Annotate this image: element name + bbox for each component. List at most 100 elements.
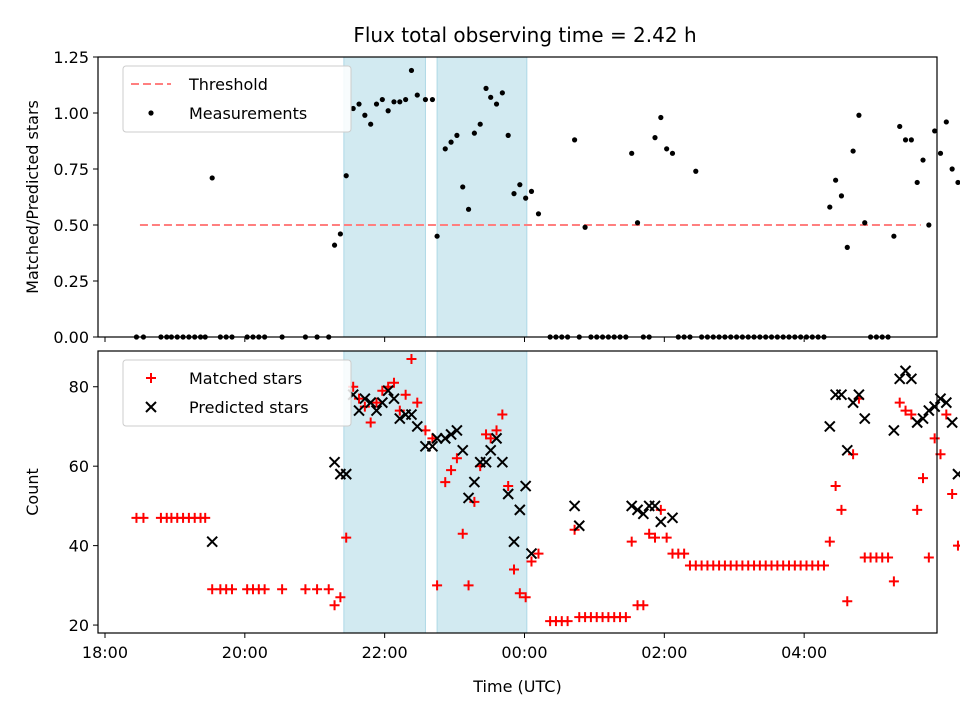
legend-box (122, 65, 352, 133)
predicted-star-point (388, 392, 400, 405)
matched-star-point (412, 397, 423, 408)
matched-star-point (650, 532, 661, 543)
measurement-point (505, 132, 511, 138)
matched-star-point (912, 504, 923, 515)
x-tick-label: 20:00 (222, 643, 268, 662)
measurement-point (838, 193, 845, 199)
measurement-point (693, 168, 699, 174)
legend-label: Predicted stars (189, 398, 309, 417)
predicted-star-point (411, 420, 423, 433)
matched-star-point (394, 405, 405, 416)
predicted-star-point (468, 476, 481, 488)
matched-star-point (400, 389, 411, 400)
measurement-point (862, 220, 868, 226)
measurement-point (414, 92, 420, 98)
predicted-star-point (568, 500, 581, 512)
x-tick-label: 18:00 (82, 643, 128, 662)
measurement-point (356, 101, 362, 107)
matched-star-point (620, 612, 631, 623)
predicted-star-point (666, 512, 679, 524)
predicted-star-point (480, 456, 492, 468)
measurement-point (897, 123, 903, 130)
matched-star-point (341, 532, 352, 543)
matched-star-point (469, 496, 480, 507)
top-panel: 0.00 0.25 0.50 0.75 1.00 1.25 Matched/Predicte… (23, 48, 960, 347)
matched-star-point (526, 556, 537, 567)
y-tick-label: 1.00 (53, 104, 89, 123)
matched-star-point (900, 405, 911, 416)
measurement-point (442, 146, 448, 152)
predicted-star-point (928, 400, 941, 413)
measurement-point (471, 130, 477, 136)
matched-star-point (952, 540, 960, 551)
predicted-star-point (508, 535, 520, 548)
measurement-point (448, 139, 454, 145)
measurement-point (499, 90, 505, 96)
matched-star-point (440, 477, 451, 488)
predicted-star-point (328, 456, 341, 468)
x-tick-label: 00:00 (501, 643, 547, 662)
matched-star-point (883, 552, 894, 563)
measurement-point (664, 146, 670, 152)
predicted-star-point (519, 480, 532, 492)
matched-star-point (371, 397, 382, 408)
matched-star-point (836, 504, 847, 515)
matched-star-point (830, 481, 841, 492)
matched-star-point (446, 465, 457, 476)
measurement-point (535, 211, 542, 217)
measurement-point (477, 121, 483, 127)
matched-star-point (824, 536, 835, 547)
predicted-star-point (431, 432, 443, 445)
matched-star-point (888, 576, 899, 587)
matched-star-point (497, 409, 508, 420)
matched-star-point (923, 552, 934, 563)
x-tick-label: 04:00 (781, 643, 827, 662)
matched-star-point (661, 532, 672, 543)
measurement-point (850, 148, 856, 154)
matched-star-point (388, 377, 399, 388)
measurement-point (856, 112, 862, 118)
predicted-star-point (353, 404, 365, 417)
measurement-point (511, 191, 517, 197)
matched-star-point (503, 481, 514, 492)
measurement-point (429, 96, 436, 103)
matched-star-point (377, 385, 388, 396)
predicted-star-point (631, 504, 644, 516)
measurement-point (827, 204, 833, 210)
legend: Threshold Measurements (122, 65, 352, 133)
predicted-star-point (853, 388, 865, 401)
measurement-point (488, 94, 494, 100)
y-axis-label: Matched/Predicted stars (23, 100, 42, 294)
measurement-point (403, 96, 409, 103)
measurement-point (582, 224, 588, 230)
measurement-point (343, 173, 349, 179)
measurement-point (833, 177, 839, 183)
measurement-point (908, 137, 914, 143)
matched-star-point (638, 600, 649, 611)
measurement-point (373, 101, 380, 107)
predicted-star-point (370, 404, 383, 417)
predicted-star-point (923, 404, 935, 417)
predicted-star-point (655, 516, 667, 528)
legend-matched-swatch (146, 373, 156, 383)
predicted-star-point (394, 412, 406, 425)
matched-star-point (323, 584, 334, 595)
x-axis-label: Time (UTC) (472, 677, 561, 696)
matched-star-point (655, 504, 666, 515)
predicted-star-point (514, 504, 526, 516)
axes-frame (97, 350, 938, 634)
measurement-point (385, 108, 391, 114)
bottom-panel: 20 40 60 80 18:00 20:00 22:00 00:00 02:00 04:00 Co… (23, 350, 960, 696)
matched-star-point (941, 409, 952, 420)
matched-star-point (491, 425, 502, 436)
matched-star-point (300, 584, 311, 595)
predicted-star-point (637, 508, 650, 520)
measurement-point (483, 85, 489, 91)
predicted-star-point (484, 444, 497, 457)
matched-star-point (329, 600, 340, 611)
x-tick-label: 22:00 (362, 643, 408, 662)
y-tick-label: 1.25 (53, 48, 89, 67)
measurement-point (634, 220, 641, 226)
measurement-point (937, 150, 944, 156)
